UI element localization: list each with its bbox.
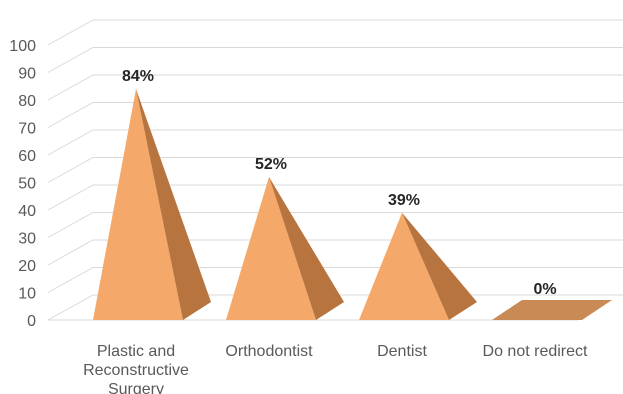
y-tick-label: 50	[18, 176, 36, 193]
gridline	[47, 157, 623, 183]
gridline	[47, 129, 623, 156]
pyramid-bar: 0%	[492, 281, 612, 320]
y-tick-label: 60	[18, 148, 36, 165]
data-label: 39%	[388, 192, 420, 209]
y-tick-label: 0	[27, 313, 36, 330]
gridline	[47, 239, 623, 266]
pyramid-bar: 39%	[359, 192, 477, 320]
gridline	[47, 102, 623, 128]
data-label: 0%	[533, 281, 556, 298]
pyramid-side-face	[136, 89, 211, 320]
y-tick-label: 70	[18, 121, 36, 138]
y-tick-label: 10	[18, 286, 36, 303]
x-axis: Plastic and Reconstructive Surgery Orthodon…	[83, 343, 588, 394]
y-tick-label: 80	[18, 93, 36, 110]
category-label: Dentist	[377, 343, 427, 360]
category-label: Orthodontist	[225, 343, 313, 360]
pyramid-bar: 52%	[226, 156, 344, 320]
category-label: Do not redirect	[483, 343, 588, 360]
y-tick-label: 30	[18, 231, 36, 248]
category-label: Plastic and Reconstructive Surgery	[83, 343, 189, 394]
gridline	[47, 212, 623, 238]
pyramid-side-face	[269, 177, 344, 320]
data-label: 84%	[122, 68, 154, 85]
y-tick-label: 90	[18, 66, 36, 83]
gridline	[47, 19, 623, 46]
y-tick-label: 40	[18, 203, 36, 220]
pyramid-bar: 84%	[93, 68, 211, 320]
pyramid-side-face	[402, 212, 477, 320]
y-axis: 0 10 20 30 40 50 60 70 80 90 100	[9, 38, 36, 330]
bars: 84% 52% 39% 0%	[93, 68, 612, 320]
pyramid-flat-base	[492, 300, 612, 320]
y-tick-label: 100	[9, 38, 36, 55]
y-tick-label: 20	[18, 258, 36, 275]
pyramid-front-face	[93, 89, 183, 320]
gridline	[47, 74, 623, 101]
data-label: 52%	[255, 156, 287, 173]
gridline	[47, 184, 623, 211]
pyramid-front-face	[359, 212, 449, 320]
pyramid-front-face	[226, 177, 316, 320]
gridline	[47, 47, 623, 73]
